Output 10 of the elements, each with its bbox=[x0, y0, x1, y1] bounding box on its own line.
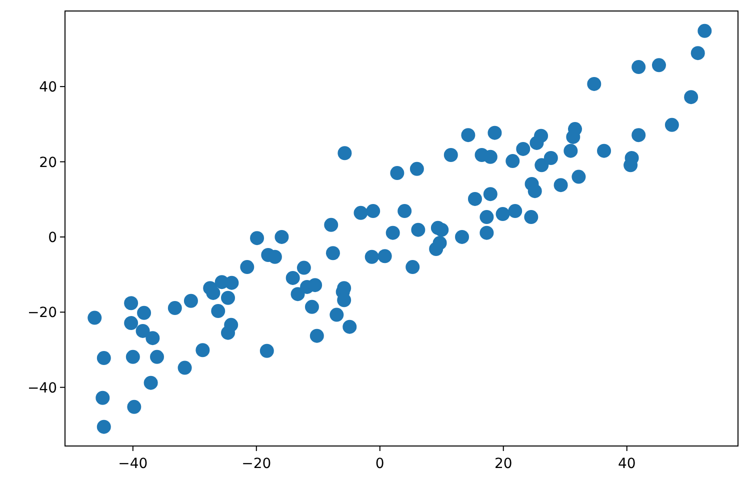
x-tick-label: 40 bbox=[618, 456, 636, 472]
y-tick-label: 0 bbox=[48, 230, 57, 246]
y-tick-label: −20 bbox=[27, 305, 57, 322]
y-tick-label: −40 bbox=[27, 380, 57, 396]
y-tick-label: 20 bbox=[39, 154, 57, 171]
x-tick-label: −20 bbox=[242, 456, 272, 472]
x-tick-label: 20 bbox=[494, 456, 512, 472]
y-tick-label: 40 bbox=[39, 80, 57, 96]
x-tick-label: 0 bbox=[375, 456, 384, 472]
x-tick-label: −40 bbox=[118, 456, 148, 472]
